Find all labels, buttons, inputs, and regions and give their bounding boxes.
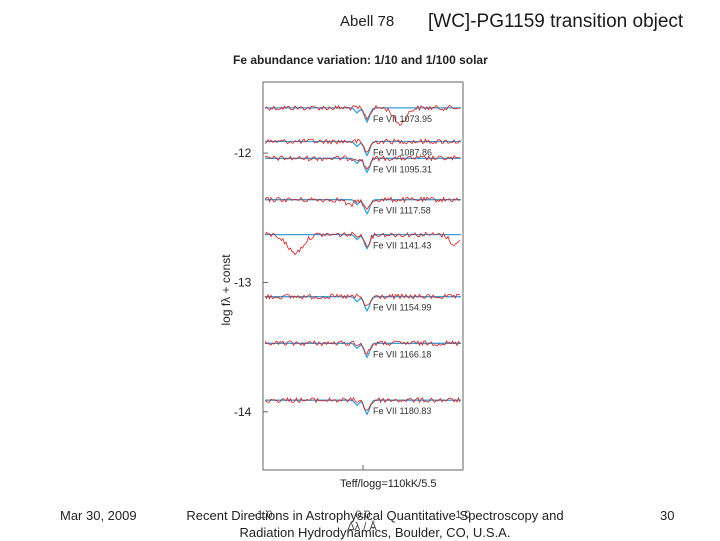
- y-tick-label-3: -14: [234, 405, 252, 419]
- slide-title: [WC]-PG1159 transition object: [428, 11, 684, 32]
- chart-star-name: Abell 78: [340, 13, 395, 30]
- line-label-6: Fe VII 1154.99: [373, 303, 431, 313]
- plot-frame: [262, 81, 464, 471]
- chart-title: Fe abundance variation: 1/10 and 1/100 s…: [233, 53, 488, 67]
- observed-spectrum-7: [264, 340, 461, 355]
- footer-text: Recent Directions in Astrophysical Quant…: [186, 508, 564, 540]
- x-tick-label-3: 1.0: [455, 509, 470, 521]
- line-label-3: Fe VII 1095.31: [373, 164, 432, 174]
- model-line-7: [265, 342, 461, 359]
- y-tick-label-1: -12: [234, 146, 252, 160]
- x-axis-label: Δλ / Å: [347, 520, 377, 533]
- x-tick-label-1: -1.0: [254, 509, 273, 521]
- y-tick-label-2: -13: [234, 275, 252, 289]
- line-label-1: Fe VII 1073.95: [373, 114, 432, 124]
- model-line-4: [265, 199, 461, 216]
- observed-spectrum-8: [264, 396, 461, 411]
- line-label-4: Fe VII 1117.58: [373, 206, 431, 216]
- y-axis-label: log fλ + const: [219, 254, 233, 326]
- x-tick-label-2: 0.0: [355, 509, 370, 521]
- observed-spectrum-5: [264, 231, 461, 256]
- line-label-5: Fe VII 1141.43: [373, 241, 431, 251]
- line-label-8: Fe VII 1180.83: [373, 406, 431, 416]
- model-line-8: [265, 399, 461, 416]
- footer-date: Mar 30, 2009: [60, 508, 137, 523]
- observed-spectrum-2: [264, 138, 461, 153]
- page-number: 30: [660, 508, 675, 523]
- observed-spectrum-1: [264, 104, 461, 126]
- model-line-5: [265, 233, 461, 250]
- observed-spectrum-3: [264, 155, 461, 170]
- line-label-2: Fe VII 1087.86: [373, 148, 432, 158]
- line-label-7: Fe VII 1166.18: [373, 349, 431, 359]
- observed-spectrum-4: [264, 196, 461, 211]
- observed-spectrum-6: [264, 293, 461, 307]
- teff-annotation: Teff/logg=110kK/5.5: [340, 478, 437, 490]
